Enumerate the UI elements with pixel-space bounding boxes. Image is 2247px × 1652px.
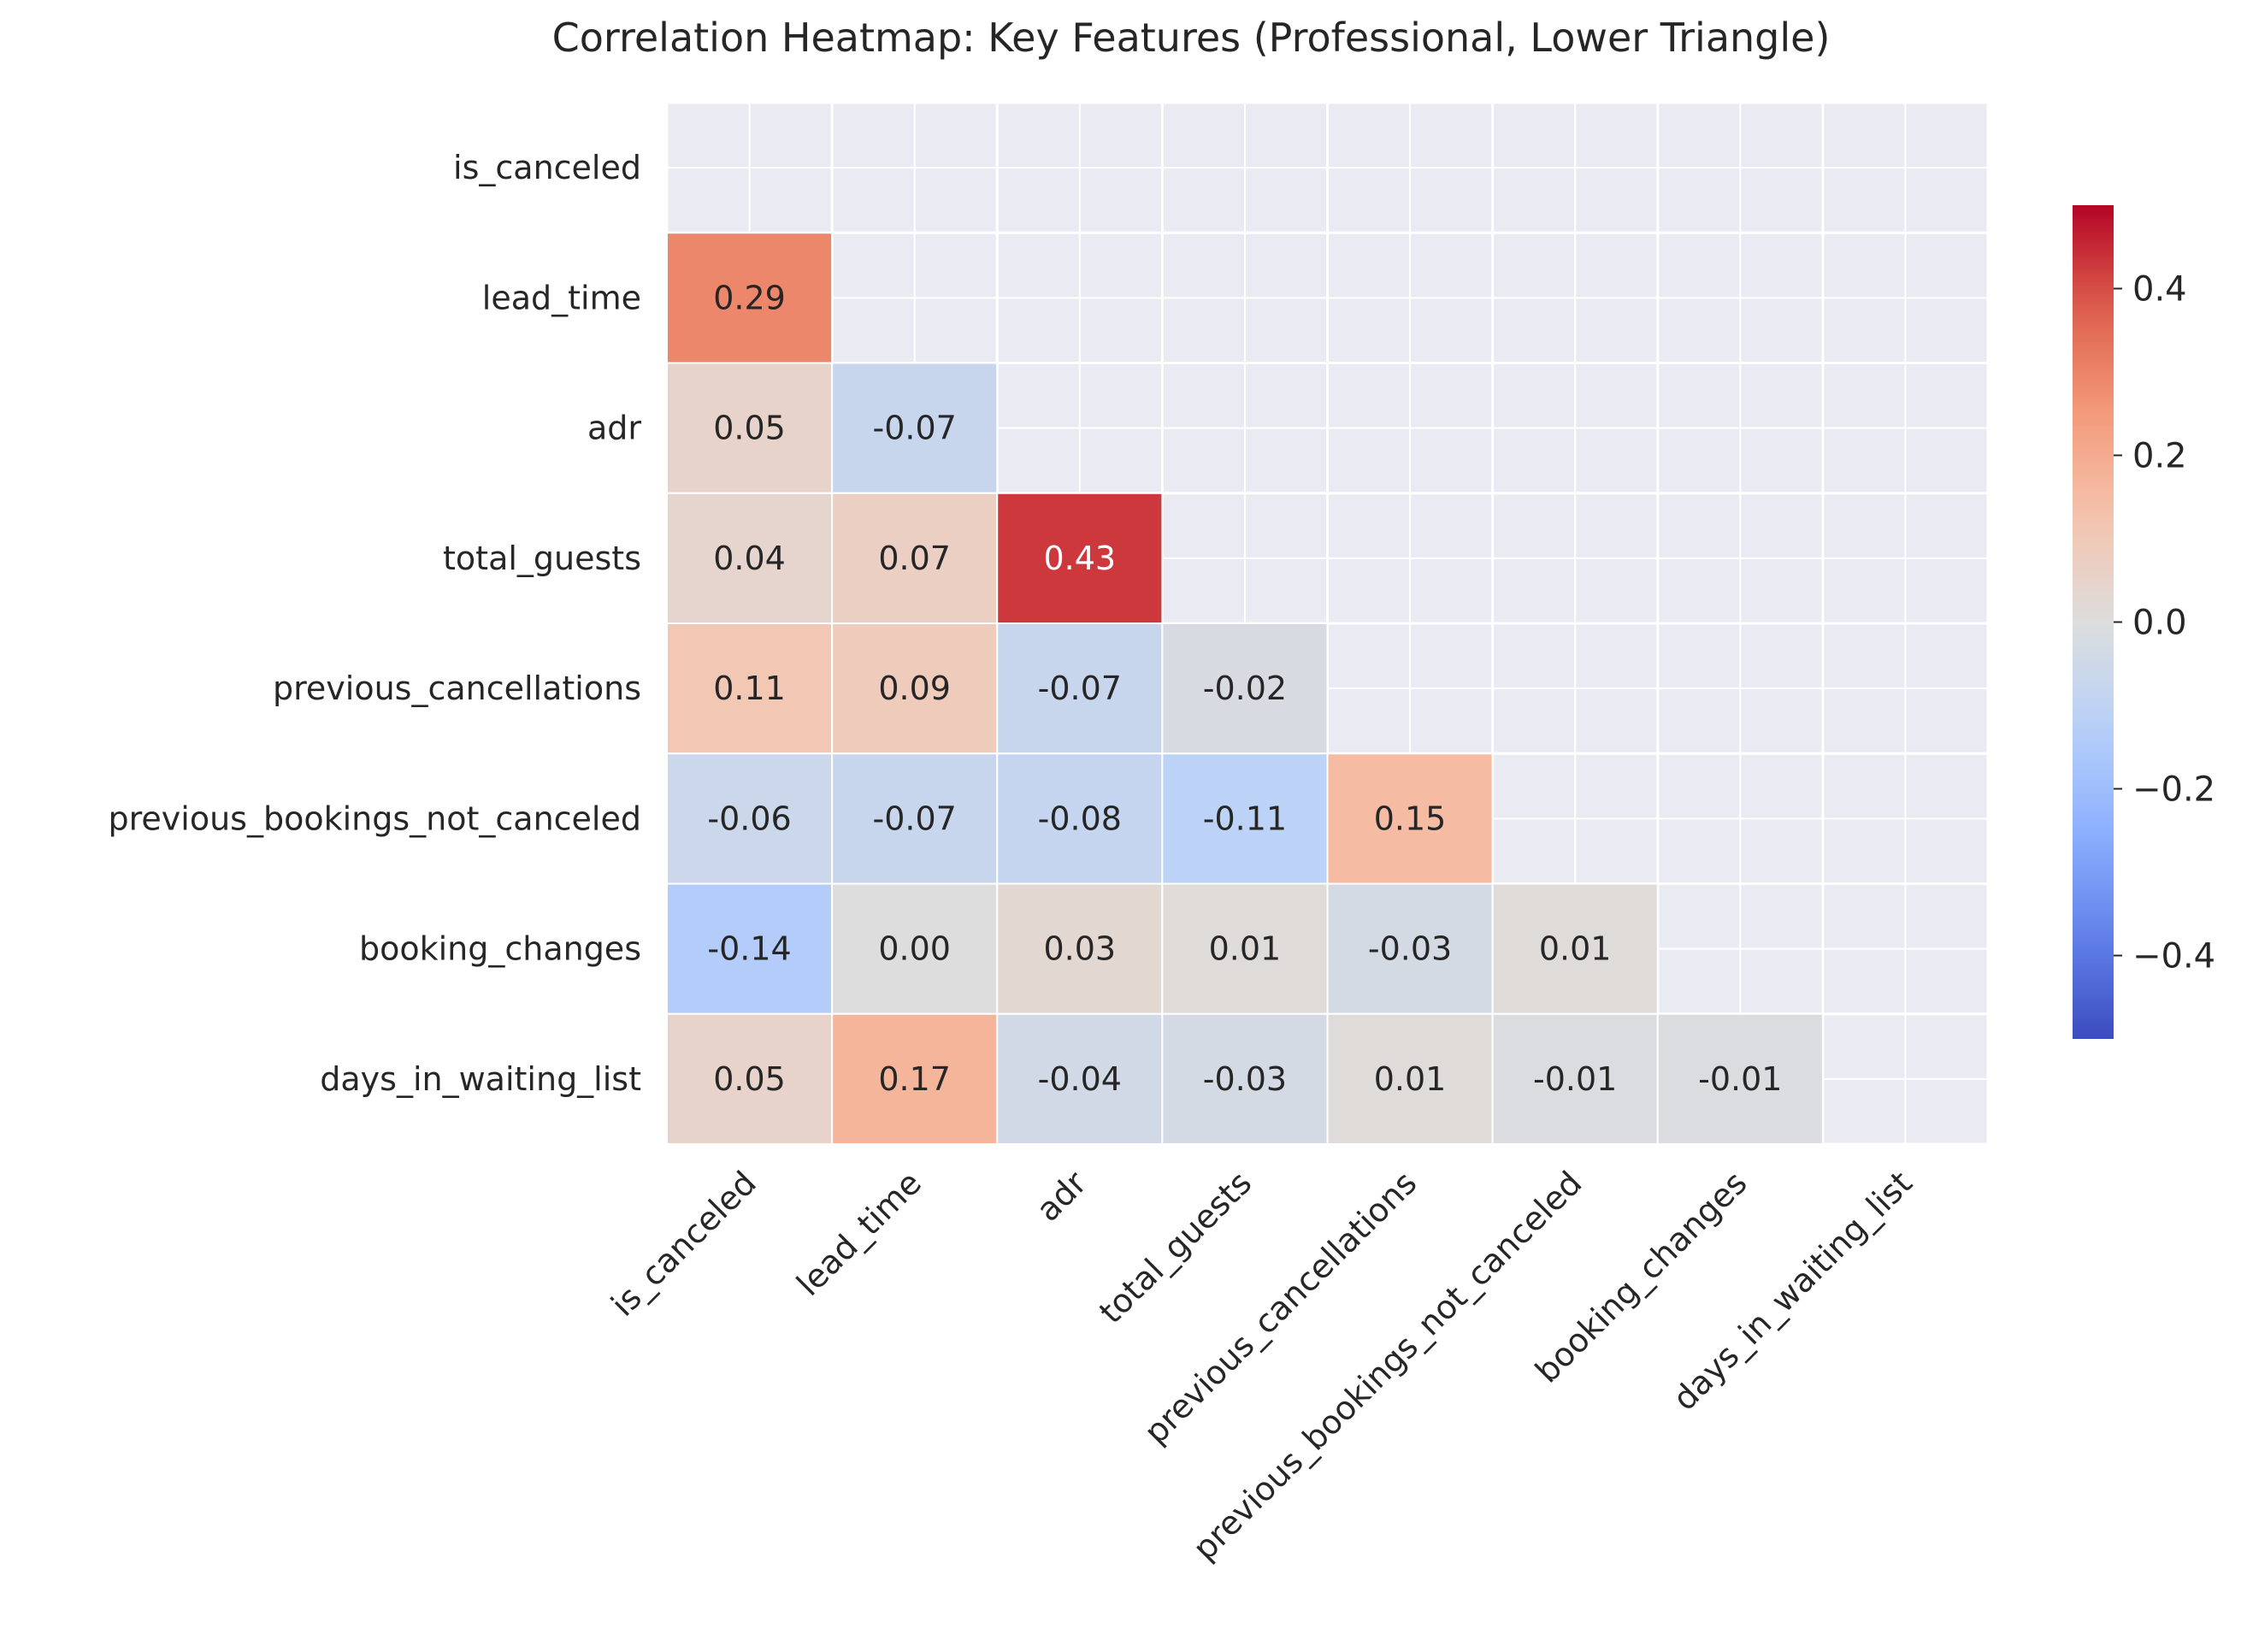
heatmap-cells [666,232,1824,1145]
heatmap-cell [1161,622,1329,755]
heatmap-cell [1491,882,1659,1015]
heatmap-cell [666,232,834,364]
cell-value-label: -0.02 [1203,670,1287,707]
heatmap-cell [831,882,999,1015]
cell-value-label: 0.07 [878,540,951,577]
y-tick-label: previous_cancellations [273,670,641,707]
x-tick-label: is_canceled [604,1164,764,1324]
cell-value-label: 0.01 [1374,1060,1447,1098]
colorbar-tick-label: 0.2 [2132,437,2187,476]
heatmap-cell [1326,1012,1494,1145]
y-tick-label: is_canceled [453,149,641,186]
cell-value-label: -0.07 [1038,670,1122,707]
cell-value-label: -0.08 [1038,799,1122,837]
y-tick-label: total_guests [443,540,641,577]
cell-value-label: 0.05 [713,1060,786,1098]
cell-value-label: 0.03 [1044,930,1117,968]
cell-value-label: 0.05 [713,410,786,447]
y-tick-label: days_in_waiting_list [320,1060,641,1098]
cell-value-label: 0.17 [878,1060,951,1098]
heatmap-cell [996,882,1164,1015]
cell-value-label: -0.06 [707,799,791,837]
y-tick-label: adr [587,410,641,447]
heatmap-cell [831,752,999,885]
cell-value-label: -0.11 [1203,799,1287,837]
cell-value-label: 0.43 [1044,540,1117,577]
cell-value-label: -0.03 [1203,1060,1287,1098]
heatmap-cell [996,752,1164,885]
heatmap-cell [1491,1012,1659,1145]
x-tick-label: total_guests [1092,1164,1259,1330]
cell-value-label: 0.01 [1209,930,1282,968]
heatmap-cell [1161,1012,1329,1145]
colorbar-tick-label: −0.4 [2132,937,2215,976]
heatmap-cell [831,1012,999,1145]
y-tick-label: lead_time [482,279,641,316]
cell-value-label: 0.09 [878,670,951,707]
heatmap-cell [666,882,834,1015]
colorbar-tick-label: −0.2 [2132,770,2215,810]
x-tick-label: previous_cancellations [1137,1164,1424,1451]
x-tick-label: adr [1029,1164,1094,1229]
colorbar-tick-label: 0.4 [2132,270,2187,310]
cell-value-label: 0.29 [713,279,786,316]
colorbar-gradient [2073,205,2114,1039]
heatmap-cell [831,492,999,624]
cell-value-label: 0.00 [878,930,951,968]
cell-value-label: 0.15 [1374,799,1447,837]
heatmap-cell [666,492,834,624]
cell-value-label: -0.04 [1038,1060,1122,1098]
cell-value-label: -0.07 [873,799,957,837]
heatmap-cell [1161,752,1329,885]
x-axis-tick-labels: is_canceled lead_time adrtotal_guestsprevi… [604,1164,1920,1567]
y-tick-label: booking_changes [359,930,641,968]
heatmap-cell [666,622,834,755]
colorbar-tick-label: 0.0 [2132,604,2187,643]
heatmap-cell [666,752,834,885]
cell-value-label: -0.07 [873,410,957,447]
heatmap-cell [996,1012,1164,1145]
heatmap-cell [1326,752,1494,885]
cell-labels: 0.29 0.05 -0.07 0.04 0.07 0.43 0.11 0.09 -0.07 -0… [707,279,1782,1098]
cell-value-label: 0.01 [1539,930,1612,968]
cell-value-label: -0.01 [1533,1060,1617,1098]
chart-title: Correlation Heatmap: Key Features (Profe… [552,15,1831,61]
cell-value-label: 0.11 [713,670,786,707]
colorbar: 0.4 0.2 0.0 −0.2 −0.4 [2073,205,2215,1039]
heatmap-cell [831,362,999,494]
heatmap-cell [1656,1012,1824,1145]
heatmap-cell [996,492,1164,624]
heatmap-cell [831,622,999,755]
heatmap-cell [996,622,1164,755]
cell-value-label: 0.04 [713,540,786,577]
x-tick-label: lead_time [789,1164,929,1303]
cell-value-label: -0.14 [707,930,791,968]
cell-value-label: -0.01 [1698,1060,1782,1098]
y-tick-label: previous_bookings_not_canceled [109,799,641,837]
cell-value-label: -0.03 [1368,930,1452,968]
